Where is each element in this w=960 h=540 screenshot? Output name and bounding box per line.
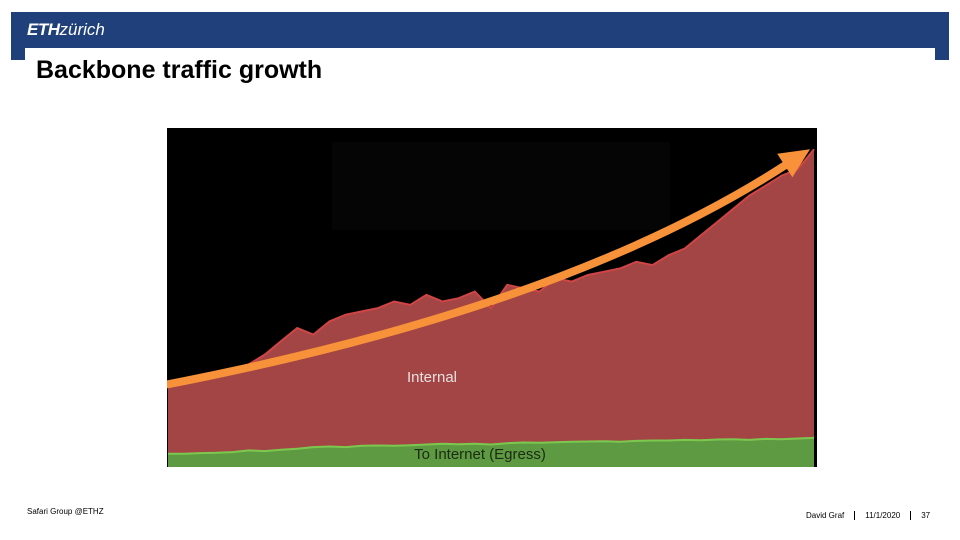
footer-meta: David Graf 11/1/2020 37 bbox=[806, 511, 931, 521]
trend-arrow-shaft bbox=[167, 161, 789, 389]
internal-series-label: Internal bbox=[407, 369, 457, 386]
footer-date: 11/1/2020 bbox=[865, 511, 901, 520]
to-internet-egress-area bbox=[168, 437, 814, 467]
egress-series-label: To Internet (Egress) bbox=[414, 446, 546, 463]
footer-separator bbox=[910, 511, 912, 521]
footer-page-number: 37 bbox=[921, 511, 931, 520]
internal-area bbox=[168, 149, 814, 467]
header-bar-right-tab bbox=[935, 48, 949, 60]
footer-separator bbox=[854, 511, 856, 521]
internal-line bbox=[167, 148, 815, 386]
eth-zurich-logo: ETHzürich bbox=[27, 19, 105, 41]
traffic-chart: Internal To Internet (Egress) bbox=[167, 128, 817, 467]
trend-arrow-head bbox=[777, 149, 810, 178]
to-internet-egress-line bbox=[168, 436, 815, 455]
logo-zurich-text: zürich bbox=[59, 20, 105, 39]
logo-eth-text: ETH bbox=[27, 20, 60, 39]
slide-title: Backbone traffic growth bbox=[36, 56, 323, 84]
header-bar bbox=[11, 12, 949, 48]
footer-author: David Graf bbox=[806, 511, 845, 520]
traffic-chart-svg: Internal To Internet (Egress) bbox=[167, 142, 815, 467]
header-bar-left-tab bbox=[11, 48, 25, 60]
chart-dark-panel bbox=[332, 142, 670, 230]
footer-group-label: Safari Group @ETHZ bbox=[27, 507, 104, 516]
